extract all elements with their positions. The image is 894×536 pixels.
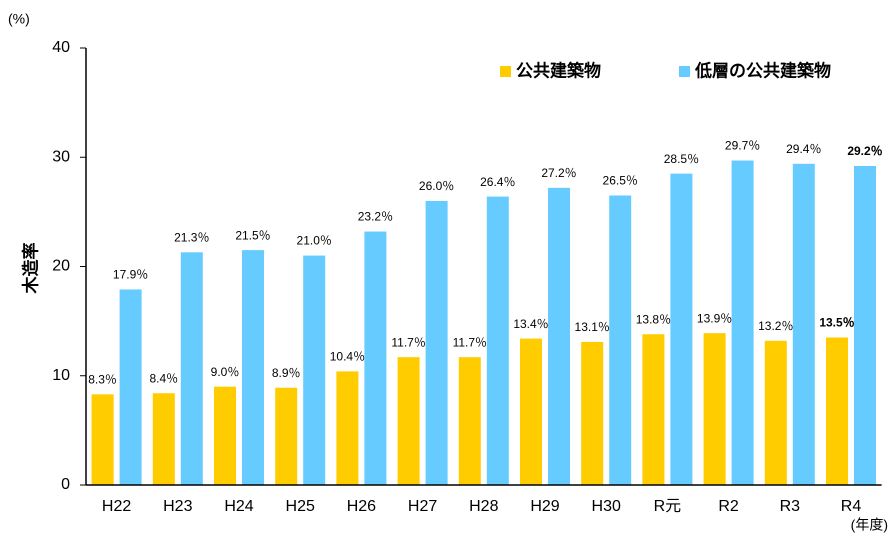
x-tick-label: H27 [408, 498, 437, 515]
value-label: 13.9％ [697, 311, 732, 325]
bar [731, 160, 754, 485]
value-label: 26.0％ [419, 179, 454, 193]
bar [91, 394, 114, 485]
x-tick-label: H24 [224, 498, 253, 515]
value-label: 28.5％ [664, 152, 699, 166]
bar [303, 255, 326, 485]
bar [119, 289, 142, 485]
bar [520, 338, 542, 485]
y-unit: (%) [8, 11, 30, 27]
x-tick-label: H22 [102, 498, 131, 515]
value-label: 21.5％ [235, 228, 270, 242]
bar [670, 173, 693, 485]
legend-label: 低層の公共建築物 [694, 60, 831, 80]
bar [486, 196, 509, 485]
bar [609, 195, 632, 486]
legend-label: 公共建築物 [516, 60, 601, 80]
value-label: 13.5％ [819, 316, 854, 330]
value-label: 11.7％ [391, 335, 425, 349]
bar [642, 334, 665, 485]
bar [152, 393, 175, 485]
value-label: 29.4％ [786, 142, 821, 156]
x-unit: (年度) [851, 517, 888, 533]
x-tick-label: H29 [530, 498, 559, 515]
legend-swatch [500, 66, 511, 77]
y-tick-label: 20 [52, 258, 70, 275]
value-label: 21.0％ [297, 234, 332, 248]
bar [180, 252, 203, 485]
bar [275, 387, 298, 485]
x-tick-label: R元 [654, 498, 682, 515]
value-label: 13.1％ [575, 320, 610, 334]
value-label: 26.5％ [603, 174, 638, 188]
y-tick-label: 10 [52, 367, 70, 384]
bar [854, 165, 876, 486]
bar [458, 357, 481, 485]
bar [764, 340, 787, 485]
value-label: 29.7％ [725, 139, 760, 153]
value-label: 29.2％ [847, 144, 882, 158]
y-tick-label: 30 [52, 148, 70, 165]
value-label: 13.2％ [758, 319, 793, 333]
value-label: 8.9％ [272, 366, 301, 380]
bar [336, 371, 359, 485]
x-tick-label: R4 [841, 498, 862, 515]
x-tick-label: H30 [592, 498, 621, 515]
bar [703, 333, 726, 485]
y-tick-label: 0 [61, 476, 70, 493]
value-label: 21.3％ [174, 230, 209, 244]
x-tick-label: H28 [469, 498, 498, 515]
value-label: 11.7％ [453, 335, 487, 349]
value-label: 23.2％ [358, 210, 393, 224]
y-axis-label: 木造率 [20, 243, 40, 295]
x-tick-label: R2 [718, 498, 739, 515]
bar [826, 337, 848, 485]
x-tick-label: H23 [163, 498, 192, 515]
legend-swatch [679, 66, 690, 77]
bar [397, 357, 420, 485]
bar [214, 386, 236, 485]
bar [792, 163, 815, 485]
bar [581, 341, 604, 485]
value-label: 13.8％ [636, 312, 671, 326]
value-label: 17.9％ [113, 268, 148, 282]
value-label: 26.4％ [480, 175, 515, 189]
value-label: 8.3％ [88, 372, 117, 386]
bar [364, 231, 387, 485]
bar [548, 187, 570, 485]
x-tick-label: R3 [780, 498, 801, 515]
x-tick-label: H25 [286, 498, 315, 515]
value-label: 13.4％ [513, 317, 548, 331]
y-tick-label: 40 [52, 39, 70, 56]
bar [242, 250, 264, 485]
value-label: 8.4％ [149, 371, 178, 385]
x-tick-label: H26 [347, 498, 376, 515]
value-label: 27.2％ [541, 166, 576, 180]
value-label: 9.0％ [211, 365, 240, 379]
value-label: 10.4％ [330, 350, 365, 364]
bar [425, 200, 448, 485]
